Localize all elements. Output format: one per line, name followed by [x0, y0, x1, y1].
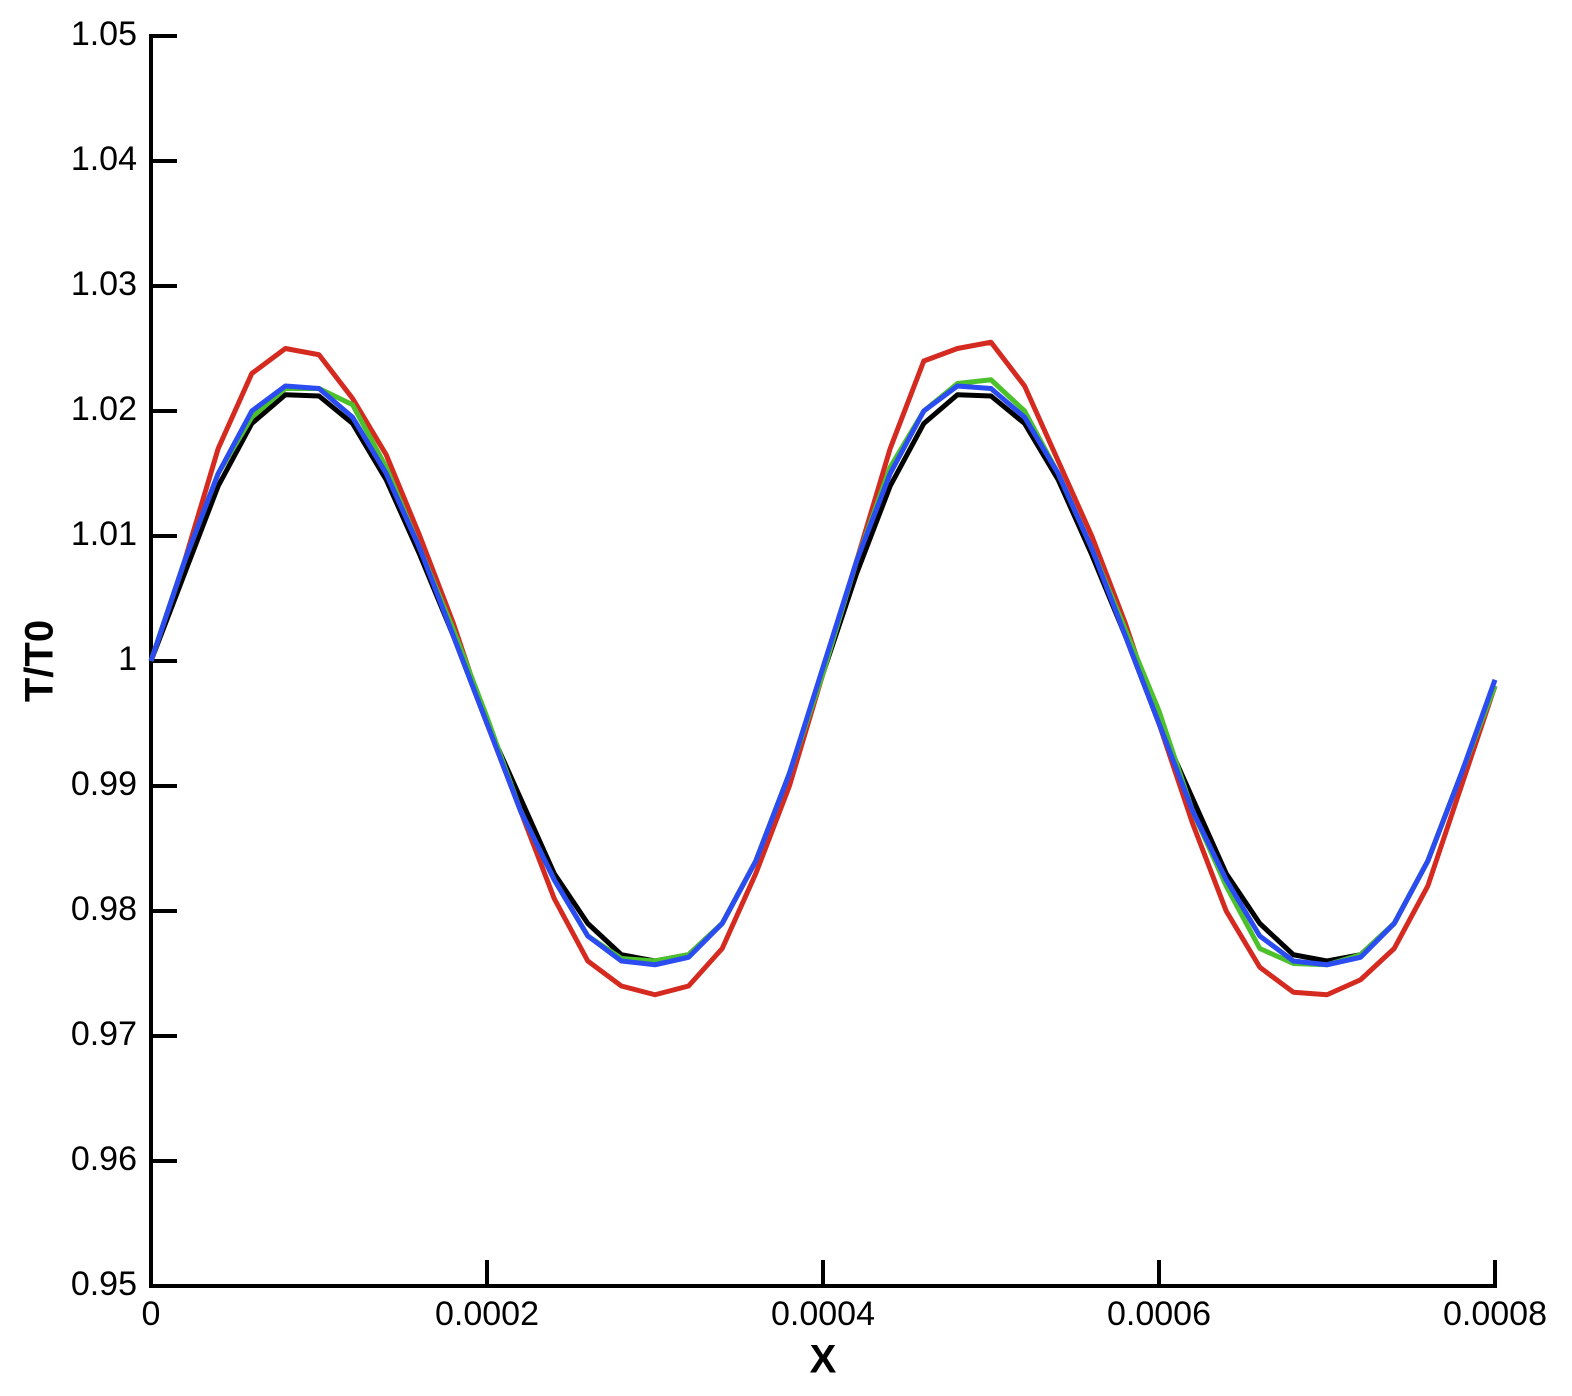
y-tick-label: 1.03: [71, 265, 137, 303]
x-axis-title: X: [810, 1338, 837, 1382]
x-tick-label: 0.0004: [771, 1295, 875, 1333]
x-tick-label: 0.0008: [1443, 1295, 1547, 1333]
y-tick-label: 1.01: [71, 515, 137, 553]
y-tick-label: 0.99: [71, 765, 137, 803]
y-axis-title: T/T0: [18, 620, 62, 702]
y-tick-label: 1.04: [71, 140, 137, 178]
x-tick-label: 0.0006: [1107, 1295, 1211, 1333]
x-tick-label: 0.0002: [435, 1295, 539, 1333]
y-tick-label: 0.96: [71, 1140, 137, 1178]
y-tick-label: 0.98: [71, 890, 137, 928]
series-line: [148, 383, 1498, 968]
x-tick-label: 0: [142, 1295, 161, 1333]
y-tick-label: 1.05: [71, 15, 137, 53]
y-tick-label: 0.97: [71, 1015, 137, 1053]
y-tick-label: 1: [118, 640, 137, 678]
y-tick-label: 1.02: [71, 390, 137, 428]
y-tick-label: 0.95: [71, 1265, 137, 1303]
